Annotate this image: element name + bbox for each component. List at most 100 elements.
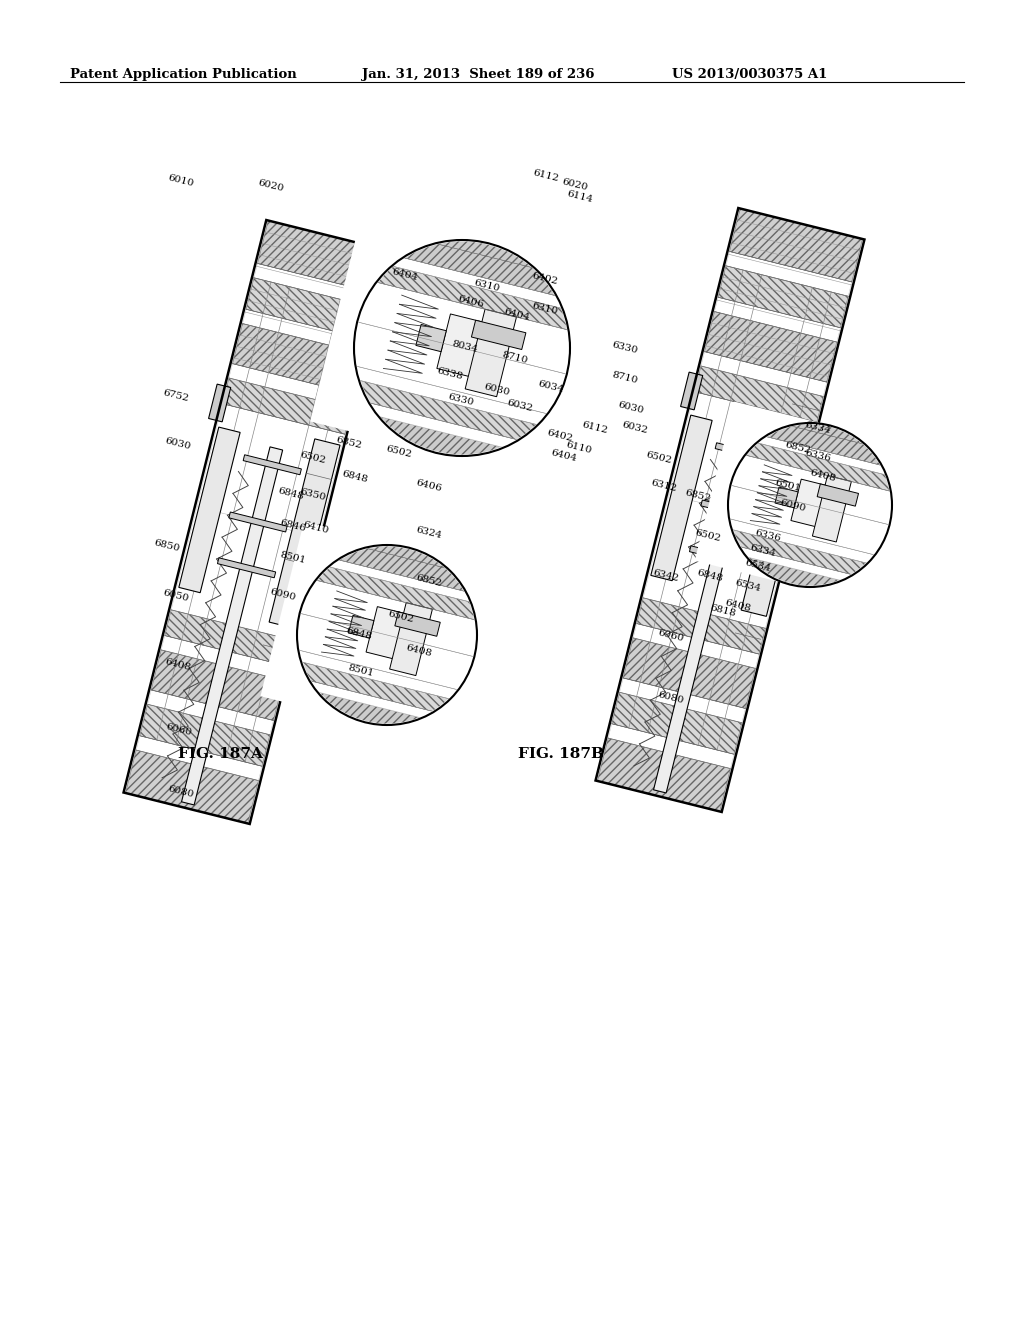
- Text: 6030: 6030: [483, 383, 511, 397]
- Bar: [643, 495, 792, 628]
- Text: 6010: 6010: [167, 174, 195, 189]
- Text: 6060: 6060: [165, 722, 193, 738]
- Text: 6406: 6406: [457, 294, 484, 310]
- Bar: [197, 404, 345, 537]
- Text: 6501: 6501: [774, 479, 802, 494]
- Circle shape: [728, 422, 892, 587]
- Text: 6110: 6110: [565, 441, 593, 455]
- Bar: [295, 549, 507, 610]
- Bar: [351, 246, 605, 318]
- Bar: [179, 428, 241, 593]
- Bar: [395, 612, 440, 636]
- Text: 6404: 6404: [503, 308, 530, 323]
- Bar: [723, 436, 916, 496]
- Text: 6310: 6310: [473, 279, 501, 294]
- Text: 6852: 6852: [335, 436, 362, 450]
- Text: 6408: 6408: [404, 644, 433, 659]
- Bar: [596, 209, 864, 812]
- Text: 6112: 6112: [531, 169, 560, 183]
- Bar: [301, 521, 514, 585]
- Bar: [297, 532, 511, 602]
- Bar: [715, 449, 913, 529]
- Bar: [651, 414, 712, 581]
- Text: 6090: 6090: [779, 499, 807, 513]
- Bar: [229, 363, 354, 408]
- Bar: [620, 678, 745, 723]
- Bar: [260, 678, 474, 748]
- Text: 6050: 6050: [162, 589, 189, 603]
- Text: FIG. 187A: FIG. 187A: [178, 747, 263, 762]
- Text: 6336: 6336: [804, 449, 831, 463]
- Bar: [729, 209, 862, 282]
- Text: 6404: 6404: [550, 449, 578, 463]
- Text: 8710: 8710: [501, 351, 528, 366]
- Text: 6848: 6848: [696, 569, 724, 583]
- Bar: [126, 750, 258, 824]
- Bar: [152, 649, 284, 721]
- Bar: [715, 297, 841, 342]
- Bar: [775, 487, 798, 508]
- Text: 6114: 6114: [566, 190, 594, 205]
- Bar: [267, 655, 480, 722]
- Bar: [140, 705, 270, 766]
- Bar: [161, 635, 287, 680]
- Text: 6350: 6350: [299, 487, 327, 503]
- Bar: [471, 321, 526, 350]
- Text: 6402: 6402: [546, 429, 573, 444]
- Text: 6090: 6090: [269, 587, 297, 603]
- Text: 6402: 6402: [530, 272, 559, 286]
- Text: 8034: 8034: [451, 339, 479, 355]
- Bar: [689, 545, 748, 566]
- Text: 6410: 6410: [302, 520, 330, 536]
- Circle shape: [354, 240, 570, 455]
- Text: 6848: 6848: [341, 470, 369, 484]
- Text: 6848: 6848: [276, 487, 305, 502]
- Bar: [171, 507, 319, 640]
- Text: 8501: 8501: [347, 664, 375, 678]
- Text: 6034: 6034: [537, 380, 565, 395]
- Text: 6502: 6502: [387, 610, 415, 624]
- Text: 6334: 6334: [804, 421, 831, 436]
- Bar: [694, 366, 823, 422]
- Bar: [222, 378, 351, 434]
- Bar: [465, 309, 516, 397]
- Bar: [124, 220, 392, 824]
- Bar: [416, 325, 446, 351]
- Text: 6406: 6406: [415, 479, 442, 494]
- Text: 8501: 8501: [279, 550, 307, 566]
- Text: Patent Application Publication: Patent Application Publication: [70, 69, 297, 81]
- Bar: [217, 558, 275, 578]
- Bar: [718, 265, 848, 327]
- Bar: [791, 479, 829, 528]
- Bar: [611, 692, 741, 754]
- Text: 6330: 6330: [446, 392, 475, 408]
- Bar: [269, 438, 340, 628]
- Bar: [366, 607, 409, 660]
- Bar: [812, 475, 851, 543]
- Text: 6030: 6030: [616, 401, 645, 416]
- Text: Jan. 31, 2013  Sheet 189 of 236: Jan. 31, 2013 Sheet 189 of 236: [362, 69, 595, 81]
- Text: 6310: 6310: [530, 302, 559, 317]
- Bar: [732, 401, 926, 459]
- Bar: [701, 351, 826, 396]
- Bar: [715, 442, 773, 463]
- Bar: [124, 220, 392, 824]
- Bar: [608, 723, 734, 768]
- Bar: [728, 411, 923, 475]
- Bar: [318, 371, 574, 453]
- Bar: [694, 545, 890, 609]
- Bar: [700, 523, 895, 585]
- Bar: [359, 211, 613, 288]
- Bar: [694, 401, 926, 609]
- Bar: [271, 644, 483, 706]
- Text: 6020: 6020: [561, 178, 589, 193]
- Bar: [726, 251, 852, 296]
- Bar: [653, 434, 755, 793]
- Bar: [246, 277, 376, 339]
- Text: 6848: 6848: [345, 627, 373, 642]
- Text: 6752: 6752: [162, 388, 189, 404]
- Bar: [707, 482, 905, 561]
- Bar: [596, 209, 864, 812]
- Text: 6502: 6502: [385, 445, 413, 459]
- Bar: [310, 211, 613, 484]
